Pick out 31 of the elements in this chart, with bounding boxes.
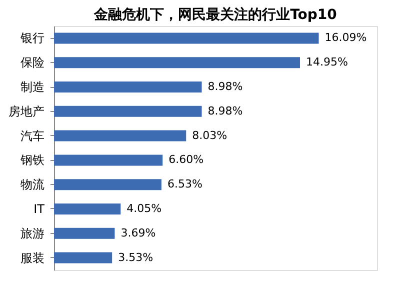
- bar: [54, 57, 300, 68]
- bar: [54, 252, 112, 264]
- data-label: 6.60%: [168, 153, 204, 166]
- y-tick-label: 物流: [20, 178, 44, 192]
- data-label: 8.98%: [208, 80, 243, 93]
- bar: [54, 130, 186, 142]
- data-label: 8.03%: [192, 128, 228, 142]
- y-tick-label: 服装: [20, 250, 44, 265]
- bar: [54, 204, 121, 214]
- y-tick-label: 保险: [20, 56, 44, 70]
- bar: [54, 179, 162, 190]
- data-label: 4.05%: [126, 202, 162, 215]
- data-label: 3.53%: [118, 250, 154, 264]
- data-label: 3.69%: [120, 226, 156, 240]
- bar: [54, 228, 115, 239]
- y-tick-label: IT: [34, 202, 46, 216]
- y-tick-label: 钢铁: [20, 153, 44, 168]
- y-tick-label: 汽车: [20, 128, 44, 143]
- y-tick-label: 制造: [20, 80, 44, 94]
- data-label: 14.95%: [306, 56, 348, 69]
- bar: [54, 106, 202, 117]
- bar: [54, 32, 319, 44]
- data-label: 6.53%: [167, 178, 202, 191]
- y-tick-label: 旅游: [20, 226, 44, 240]
- chart-title: 金融危机下，网民最关注的行业Top10: [93, 6, 338, 23]
- bar: [54, 82, 202, 92]
- data-label: 8.98%: [208, 104, 243, 118]
- y-tick-label: 银行: [20, 31, 44, 46]
- data-label: 16.09%: [324, 31, 367, 44]
- y-tick-label: 房地产: [8, 104, 44, 118]
- bar: [54, 154, 163, 166]
